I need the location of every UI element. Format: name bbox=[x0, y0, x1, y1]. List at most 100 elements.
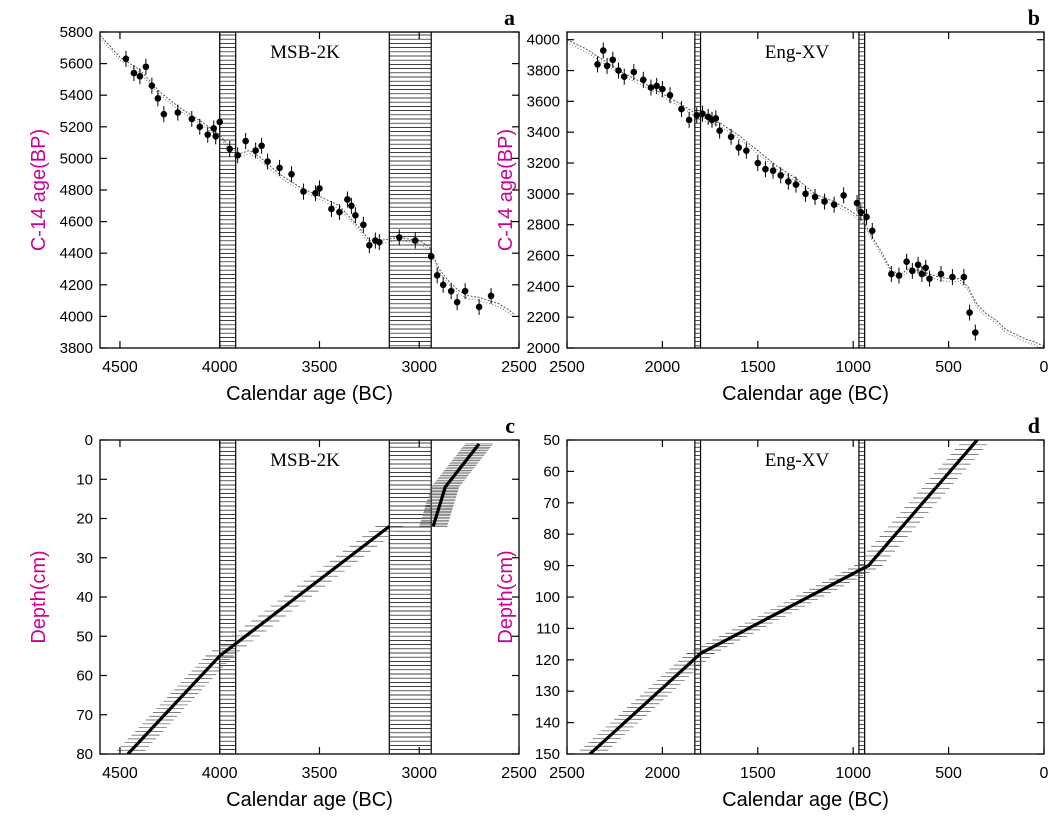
data-point bbox=[226, 145, 233, 153]
y-tick-label: 60 bbox=[76, 668, 93, 685]
y-tick-label: 20 bbox=[76, 511, 93, 528]
data-point bbox=[352, 211, 359, 219]
data-point bbox=[411, 237, 419, 244]
data-point bbox=[142, 63, 150, 71]
data-point bbox=[344, 196, 351, 203]
data-point bbox=[762, 165, 769, 173]
data-point bbox=[727, 133, 735, 141]
data-point bbox=[868, 227, 876, 235]
depth-model-segment-1 bbox=[113, 525, 404, 754]
x-tick-label: 1000 bbox=[835, 765, 871, 782]
y-axis-label: C-14 age(BP) bbox=[495, 129, 517, 251]
data-point bbox=[685, 116, 693, 124]
depth-model-segment-1 bbox=[575, 440, 992, 754]
data-point bbox=[447, 287, 455, 295]
hatched-band-1 bbox=[694, 440, 702, 754]
x-tick-label: 4500 bbox=[102, 765, 138, 782]
x-tick-label: 2000 bbox=[645, 765, 681, 782]
data-point bbox=[360, 221, 367, 229]
data-point bbox=[821, 198, 828, 205]
panel-a: 4500 4000 3500 3000 2500 3800 4000 4200 4400 4600… bbox=[28, 5, 537, 405]
panel-letter: c bbox=[505, 413, 515, 438]
depth-model-line bbox=[588, 440, 979, 754]
y-tick-label: 3400 bbox=[527, 124, 560, 141]
y-tick-label: 2000 bbox=[527, 340, 560, 357]
data-point bbox=[136, 72, 144, 80]
y-tick-label: 60 bbox=[543, 463, 560, 480]
data-point bbox=[909, 267, 916, 275]
x-axis-label: Calendar age (BC) bbox=[722, 789, 889, 811]
data-point bbox=[666, 91, 674, 99]
y-tick-label: 3600 bbox=[527, 93, 560, 110]
data-point bbox=[242, 137, 249, 145]
data-point bbox=[376, 238, 383, 246]
core-title: MSB-2K bbox=[270, 42, 340, 63]
data-point bbox=[716, 127, 723, 134]
data-point bbox=[395, 234, 403, 241]
y-tick-label: 50 bbox=[543, 432, 560, 449]
calibration-curve-lower bbox=[567, 42, 1042, 348]
data-point bbox=[640, 76, 647, 84]
data-point bbox=[754, 159, 762, 167]
x-tick-label: 1000 bbox=[835, 359, 871, 376]
data-point bbox=[743, 147, 750, 154]
data-point bbox=[712, 115, 720, 122]
y-tick-label: 4000 bbox=[527, 32, 560, 49]
panel-b: 2500 2000 1500 1000 500 0 2000 2200 2400 2600 2800… bbox=[495, 5, 1049, 405]
y-axis-label: Depth(cm) bbox=[28, 550, 50, 643]
hatched-band-2 bbox=[858, 440, 866, 754]
y-tick-label: 4600 bbox=[60, 214, 93, 231]
y-tick-label: 5400 bbox=[60, 87, 93, 104]
x-axis-label: Calendar age (BC) bbox=[226, 789, 393, 811]
x-tick-label: 500 bbox=[935, 765, 962, 782]
data-point bbox=[811, 193, 819, 201]
data-point bbox=[620, 73, 628, 81]
data-point bbox=[204, 131, 212, 138]
x-axis-label: Calendar age (BC) bbox=[226, 383, 393, 405]
plot-area bbox=[567, 32, 1044, 348]
data-point bbox=[461, 287, 469, 295]
data-point bbox=[630, 68, 638, 76]
core-title: MSB-2K bbox=[270, 450, 340, 471]
data-point bbox=[903, 258, 910, 265]
data-point bbox=[336, 208, 343, 216]
y-tick-label: 150 bbox=[535, 746, 560, 763]
calibration-curve bbox=[100, 34, 516, 316]
data-point bbox=[840, 192, 847, 199]
data-point bbox=[926, 275, 933, 282]
y-tick-label: 5800 bbox=[60, 24, 93, 41]
panel-c: 4500 4000 3500 3000 2500 0 10 20 30 40 50 60 70 80 Cal… bbox=[28, 413, 537, 811]
y-tick-label: 4200 bbox=[60, 277, 93, 294]
data-point bbox=[300, 188, 307, 195]
y-tick-label: 4800 bbox=[60, 182, 93, 199]
data-point bbox=[216, 118, 224, 126]
data-point bbox=[960, 273, 968, 281]
hatched-band-2 bbox=[388, 32, 432, 348]
x-tick-label: 2500 bbox=[501, 359, 537, 376]
x-tick-label: 0 bbox=[1040, 765, 1049, 782]
data-point bbox=[188, 115, 196, 123]
data-point bbox=[316, 185, 323, 192]
data-point bbox=[312, 189, 319, 197]
x-axis-label: Calendar age (BC) bbox=[722, 383, 889, 405]
y-tick-label: 2200 bbox=[527, 309, 560, 326]
y-tick-label: 5200 bbox=[60, 119, 93, 136]
x-tick-label: 2500 bbox=[501, 765, 537, 782]
y-tick-label: 0 bbox=[85, 432, 93, 449]
data-point bbox=[487, 292, 495, 300]
x-tick-label: 1500 bbox=[740, 359, 776, 376]
x-tick-label: 4000 bbox=[202, 359, 238, 376]
y-axis-label: C-14 age(BP) bbox=[28, 129, 50, 251]
y-axis-label: Depth(cm) bbox=[495, 550, 517, 643]
data-point bbox=[802, 190, 809, 198]
data-point bbox=[366, 242, 373, 249]
y-tick-label: 130 bbox=[535, 683, 560, 700]
plot-frame bbox=[566, 31, 1045, 349]
x-tick-label: 500 bbox=[935, 359, 962, 376]
depth-model-line bbox=[431, 442, 481, 527]
data-point bbox=[853, 199, 861, 207]
y-tick-label: 70 bbox=[76, 707, 93, 724]
data-point bbox=[122, 55, 130, 63]
data-point bbox=[615, 67, 622, 74]
x-tick-label: 0 bbox=[1040, 359, 1049, 376]
